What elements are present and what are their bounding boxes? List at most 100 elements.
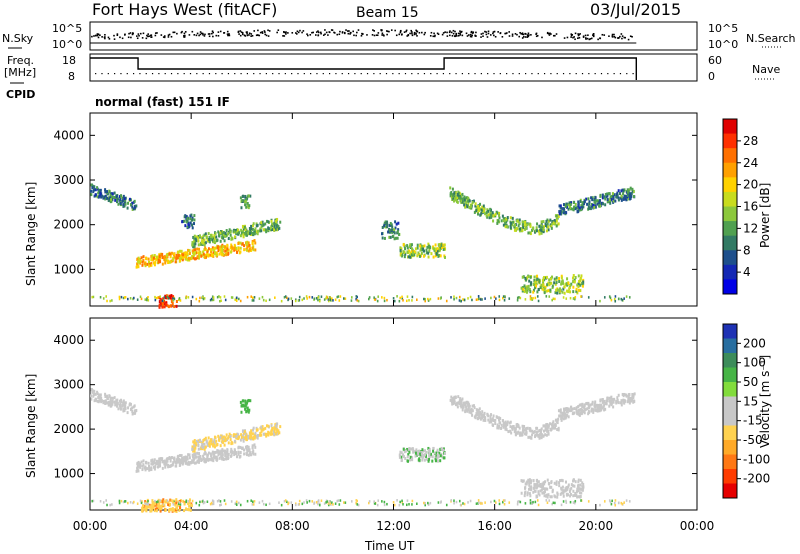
velocity-cell xyxy=(442,456,445,460)
velocity-cell xyxy=(157,501,160,505)
power-cell xyxy=(216,245,219,249)
velocity-cell xyxy=(617,401,620,405)
velocity-cell xyxy=(506,420,509,424)
velocity-cell xyxy=(168,509,171,513)
velocity-cell xyxy=(508,501,511,504)
velocity-cell xyxy=(144,468,147,472)
velocity-cell xyxy=(226,451,229,455)
noise-point xyxy=(433,32,435,35)
velocity-cell xyxy=(605,402,608,406)
noise-point xyxy=(398,33,401,36)
velocity-cell xyxy=(431,455,434,459)
velocity-cell xyxy=(481,410,484,414)
velocity-cell xyxy=(239,400,242,404)
power-cell xyxy=(192,253,195,257)
velocity-cell xyxy=(94,397,97,401)
power-cell xyxy=(114,198,117,202)
velocity-cell xyxy=(278,501,280,504)
power-cell xyxy=(234,228,237,232)
power-cell xyxy=(539,286,542,290)
power-cell xyxy=(535,282,538,286)
nave-point xyxy=(360,73,362,75)
nave-point xyxy=(303,73,305,75)
velocity-cell xyxy=(145,506,148,510)
noise-point xyxy=(146,34,148,37)
velocity-cell xyxy=(530,485,533,489)
velocity-cell xyxy=(106,401,109,405)
power-cell xyxy=(406,295,409,298)
power-cell xyxy=(169,260,172,264)
velocity-cell xyxy=(573,484,576,488)
velocity-cell xyxy=(124,404,127,408)
velocity-cell xyxy=(208,444,211,448)
velocity-cell xyxy=(123,500,126,503)
power-cell xyxy=(203,243,206,247)
power-cell xyxy=(495,297,497,300)
noise-point xyxy=(405,30,407,33)
velocity-cell xyxy=(475,412,478,416)
power-cell xyxy=(287,297,290,301)
velocity-cell xyxy=(459,402,462,406)
noise-point xyxy=(611,33,614,36)
velocity-cell xyxy=(505,428,508,432)
velocity-cell xyxy=(215,443,218,447)
power-cell xyxy=(155,255,158,259)
velocity-cell xyxy=(549,422,552,426)
power-cell xyxy=(551,284,554,288)
velocity-cell xyxy=(219,503,221,507)
power-cell xyxy=(368,296,371,299)
power-cell xyxy=(138,258,141,262)
velocity-cell xyxy=(249,399,252,403)
power-cell xyxy=(326,296,329,299)
power-cell xyxy=(208,237,211,241)
power-cell xyxy=(467,199,470,203)
velocity-cell xyxy=(152,503,155,507)
power-cell xyxy=(478,297,480,300)
power-cell xyxy=(179,299,182,302)
power-cell xyxy=(244,228,247,232)
power-cell xyxy=(426,245,429,249)
nave-point xyxy=(423,73,426,75)
velocity-cell xyxy=(427,459,430,463)
velocity-cell xyxy=(155,509,158,513)
noise-point xyxy=(516,33,518,36)
power-cell xyxy=(193,214,196,218)
velocity-cell xyxy=(186,462,189,466)
noise-point xyxy=(587,34,589,37)
velocity-cell xyxy=(632,394,635,398)
power-cell xyxy=(388,235,391,239)
velocity-cell xyxy=(398,455,401,459)
power-cell xyxy=(552,221,555,225)
power-cell xyxy=(197,251,200,255)
noise-point xyxy=(550,33,552,35)
power-cell xyxy=(630,194,633,198)
velocity-cell xyxy=(575,410,578,414)
power-cell xyxy=(138,260,141,264)
power-cell xyxy=(223,295,226,298)
power-cell xyxy=(383,236,386,240)
velocity-cell xyxy=(598,405,601,409)
nave-point xyxy=(240,73,242,75)
power-cell xyxy=(152,261,155,265)
noise-point xyxy=(459,34,462,36)
velocity-cell xyxy=(504,424,507,428)
power-cell xyxy=(214,252,217,256)
velocity-cell xyxy=(502,425,505,429)
velocity-cell xyxy=(218,438,221,442)
power-cell xyxy=(549,218,552,222)
power-cell xyxy=(558,289,561,293)
velocity-cell xyxy=(203,446,206,450)
velocity-cell xyxy=(169,498,172,502)
velocity-cell xyxy=(509,425,512,429)
power-cell xyxy=(132,207,135,211)
velocity-cell xyxy=(418,457,421,461)
velocity-cell xyxy=(471,404,474,408)
power-cell xyxy=(161,253,164,257)
velocity-cell xyxy=(250,435,253,439)
velocity-cell xyxy=(159,499,161,502)
velocity-cell xyxy=(458,499,461,503)
velocity-cell xyxy=(402,503,404,506)
nave-point xyxy=(480,73,482,75)
velocity-cell xyxy=(461,397,464,401)
power-cell xyxy=(467,203,470,207)
